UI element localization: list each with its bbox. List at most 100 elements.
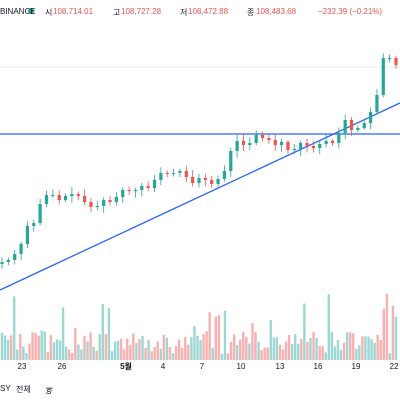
volume-bar [43, 331, 46, 360]
time-axis-tick-label: 16 [314, 362, 323, 371]
volume-bar [37, 335, 40, 360]
compare-icon[interactable]: ङ [46, 386, 53, 397]
volume-bar [364, 336, 367, 360]
candle-body [356, 128, 360, 130]
volume-bar [52, 342, 56, 360]
candle-body [25, 226, 30, 244]
volume-bar [205, 331, 208, 360]
volume-bar [190, 337, 193, 360]
volume-bar [92, 346, 95, 360]
volume-bar [232, 334, 236, 360]
volume-bar [184, 337, 187, 360]
close-value: 108,483.68 [256, 7, 297, 16]
volume-bar [202, 333, 205, 360]
volume-bar [211, 348, 214, 360]
volume-bar [345, 332, 349, 360]
trend-line[interactable] [0, 102, 400, 291]
volume-bar [196, 335, 199, 360]
volume-bar [306, 342, 309, 360]
candle-body [273, 140, 277, 145]
volume-bar [260, 350, 263, 360]
volume-bar [174, 346, 178, 360]
candle-body [83, 196, 87, 202]
candle-body [140, 186, 144, 190]
volume-bar [257, 341, 260, 360]
candle-body [375, 95, 379, 112]
candle-body [311, 146, 315, 148]
volume-bar [309, 338, 312, 360]
candle-body [19, 244, 23, 254]
volume-bar [266, 347, 269, 360]
volume-bar [181, 347, 184, 360]
volume-bar [269, 319, 272, 360]
candle-body [108, 200, 112, 202]
volume-bar [16, 349, 19, 360]
candle-body [76, 194, 80, 196]
range-all-button[interactable]: 전체 [16, 385, 31, 394]
time-axis-tick-label: 19 [352, 362, 361, 371]
volume-bar [263, 347, 266, 360]
volume-bar [141, 336, 144, 360]
volume-bar [379, 339, 382, 360]
volume-bar [370, 339, 373, 360]
candle-body [222, 171, 227, 179]
candle-body [260, 135, 265, 138]
volume-bar [55, 339, 59, 360]
volume-bar [394, 316, 398, 360]
candle-body [292, 149, 296, 150]
volume-bar [122, 349, 126, 360]
volume-bar [208, 312, 211, 360]
volume-bar [67, 349, 71, 360]
volume-bar [116, 340, 120, 360]
volume-bar [336, 339, 340, 360]
time-axis-tick-label: 4 [161, 362, 166, 371]
candle-body [254, 135, 258, 143]
volume-bar [31, 332, 34, 360]
range-fragment[interactable]: SY [0, 384, 11, 393]
volume-bar [367, 336, 370, 360]
volume-bar [385, 293, 389, 360]
high-label: 고 [113, 8, 121, 17]
candle-body [216, 179, 220, 184]
symbol-info-bar: BINANCE 시 108,714.01 고 108,727.28 저 108,… [0, 0, 400, 24]
time-axis-tick-label: 10 [237, 362, 246, 371]
volume-bar [333, 346, 337, 360]
volume-bar [80, 349, 83, 360]
volume-bar [153, 347, 156, 360]
candle-body [210, 180, 214, 184]
candle-body [121, 190, 125, 197]
candle-body [318, 144, 322, 148]
volume-bar [358, 345, 361, 360]
volume-bar [9, 335, 13, 360]
open-value: 108,714.01 [53, 7, 94, 16]
volume-bar [150, 351, 153, 360]
volume-bar [83, 335, 86, 360]
volume-bar [46, 352, 50, 360]
candle-body [349, 120, 354, 130]
time-axis-tick-label: 7 [200, 362, 205, 371]
low-label: 저 [180, 8, 188, 17]
candle-body [165, 173, 169, 174]
volume-bar [171, 353, 175, 360]
candle-body [13, 254, 17, 260]
volume-bar [49, 335, 53, 360]
volume-bar [126, 338, 129, 360]
volume-bar [303, 303, 306, 360]
volume-bar [287, 335, 291, 360]
volume-bar [95, 350, 98, 360]
volume-bar [242, 332, 245, 360]
volume-bar [144, 347, 147, 360]
volume-bar [290, 343, 294, 360]
volume-bar [58, 340, 62, 360]
volume-bar [98, 333, 101, 360]
volume-bar [135, 342, 138, 360]
range-bar: SY 전체 ङ [0, 382, 400, 400]
time-axis-tick-label: 13 [276, 362, 285, 371]
volume-bar [199, 340, 202, 360]
volume-bar [223, 310, 227, 360]
time-axis-tick-label: 23 [18, 362, 27, 371]
open-label: 시 [45, 8, 53, 17]
volume-bar [0, 332, 4, 360]
volume-bar [382, 308, 385, 360]
